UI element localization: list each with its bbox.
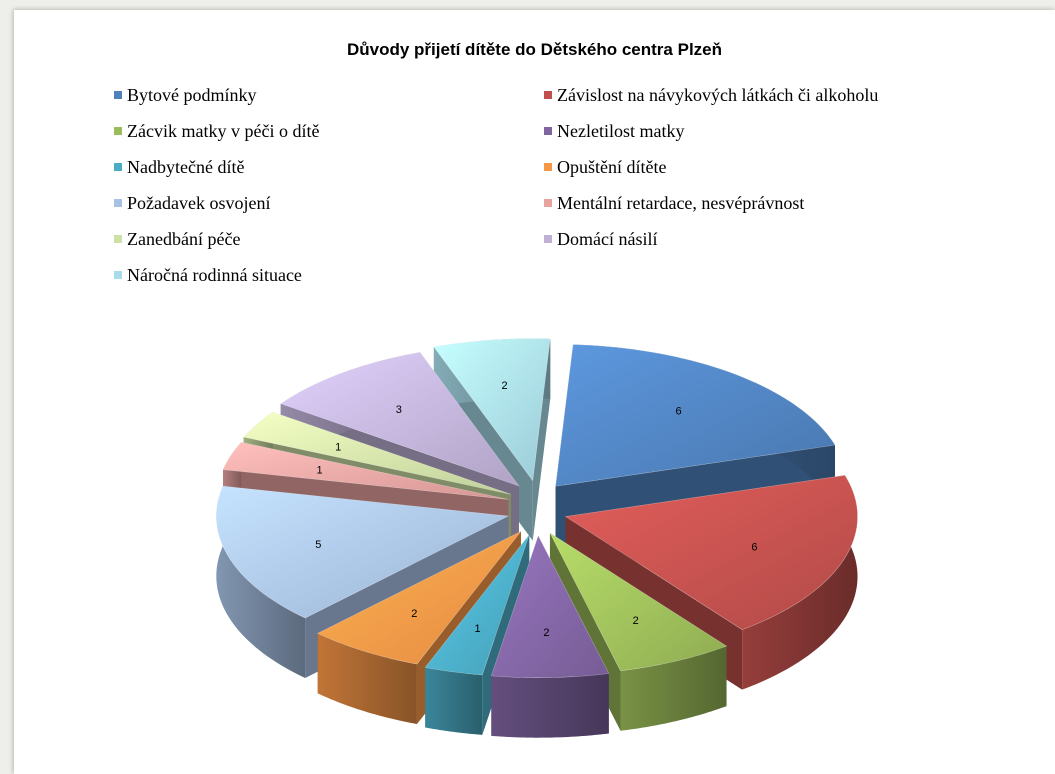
pie-slice bbox=[555, 344, 836, 487]
pie-slice bbox=[222, 441, 509, 500]
pie-slice bbox=[424, 534, 530, 676]
pie-slice bbox=[564, 474, 858, 630]
chart-title: Důvody přijetí dítěte do Dětského centra… bbox=[346, 40, 723, 59]
legend-label: Náročná rodinná situace bbox=[127, 265, 302, 285]
pie-slice bbox=[433, 338, 551, 482]
pie-value-label: 2 bbox=[501, 380, 507, 392]
legend-label: Požadavek osvojení bbox=[127, 193, 271, 213]
pie-value-label: 1 bbox=[335, 442, 341, 454]
legend-item: Zanedbání péče bbox=[114, 228, 240, 250]
legend-swatch bbox=[544, 235, 552, 243]
legend-swatch bbox=[114, 127, 122, 135]
legend-item: Požadavek osvojení bbox=[114, 192, 270, 214]
legend-label: Závislost na návykových látkách či alkoh… bbox=[557, 85, 879, 105]
legend-label: Domácí násilí bbox=[557, 229, 658, 249]
legend-label: Opuštění dítěte bbox=[557, 157, 667, 177]
pie-value-label: 2 bbox=[543, 627, 549, 639]
legend-item: Domácí násilí bbox=[544, 228, 657, 250]
legend-label: Bytové podmínky bbox=[127, 85, 257, 105]
legend-swatch bbox=[544, 163, 552, 171]
legend-item: Zácvik matky v péči o dítě bbox=[114, 120, 319, 142]
legend-swatch bbox=[114, 163, 122, 171]
legend-swatch bbox=[114, 271, 122, 279]
legend-item: Nadbytečné dítě bbox=[114, 156, 244, 178]
legend-item: Náročná rodinná situace bbox=[114, 264, 302, 286]
legend-item: Nezletilost matky bbox=[544, 120, 684, 142]
pie-slice bbox=[317, 531, 522, 665]
pie-value-label: 6 bbox=[676, 405, 682, 417]
legend-swatch bbox=[544, 127, 552, 135]
legend-swatch bbox=[114, 235, 122, 243]
legend-item: Opuštění dítěte bbox=[544, 156, 666, 178]
pie-slice bbox=[549, 532, 728, 672]
chart-frame: Důvody přijetí dítěte do Dětského centra… bbox=[14, 10, 1055, 774]
legend-label: Nadbytečné dítě bbox=[127, 157, 245, 177]
legend-item: Závislost na návykových látkách či alkoh… bbox=[544, 84, 878, 106]
legend-swatch bbox=[114, 199, 122, 207]
pie-value-label: 2 bbox=[633, 615, 639, 627]
pie-slice bbox=[490, 534, 610, 678]
pie-slice bbox=[280, 351, 520, 487]
pie-value-label: 1 bbox=[317, 465, 323, 477]
legend-label: Nezletilost matky bbox=[557, 121, 685, 141]
legend-swatch bbox=[114, 91, 122, 99]
pie-value-label: 1 bbox=[475, 623, 481, 635]
pie-slice bbox=[243, 411, 512, 495]
legend-swatch bbox=[544, 199, 552, 207]
pie-slice bbox=[216, 485, 510, 619]
pie-value-label: 5 bbox=[315, 539, 321, 551]
pie-value-label: 2 bbox=[411, 608, 417, 620]
legend-label: Zácvik matky v péči o dítě bbox=[127, 121, 320, 141]
legend-item: Mentální retardace, nesvéprávnost bbox=[544, 192, 804, 214]
legend-label: Mentální retardace, nesvéprávnost bbox=[557, 193, 805, 213]
legend-label: Zanedbání péče bbox=[127, 229, 241, 249]
pie-value-label: 6 bbox=[751, 541, 757, 553]
pie-value-label: 3 bbox=[396, 404, 402, 416]
legend-swatch bbox=[544, 91, 552, 99]
legend-item: Bytové podmínky bbox=[114, 84, 257, 106]
